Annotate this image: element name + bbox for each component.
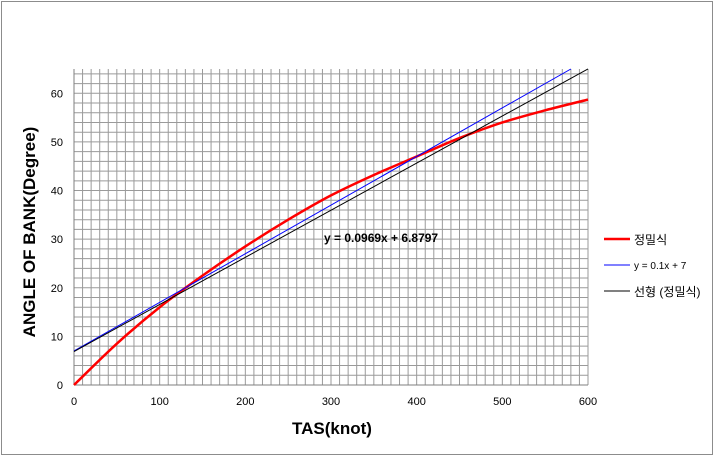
y-tick-label: 30 [51,234,63,246]
x-tick-label: 600 [579,396,597,408]
x-axis-title: TAS(knot) [292,419,372,438]
legend-label-precise: 정밀식 [634,233,667,247]
annotation-equation: y = 0.0969x + 6.8797 [324,231,438,245]
x-tick-label: 300 [322,396,340,408]
y-tick-label: 40 [51,186,63,198]
x-tick-label: 500 [493,396,511,408]
legend: 정밀식 y = 0.1x + 7 선형 (정밀식) [604,233,701,299]
tick-labels: 0 100 200 300 400 500 600 0 10 20 30 40 50 60 [51,88,597,408]
y-tick-label: 20 [51,283,63,295]
series-lines [73,68,589,386]
legend-label-trendline: 선형 (정밀식) [634,285,701,299]
y-tick-label: 60 [51,88,63,100]
legend-label-reference: y = 0.1x + 7 [634,261,687,272]
y-tick-label: 50 [51,137,63,149]
chart-svg: 0 100 200 300 400 500 600 0 10 20 30 40 50 60 y = 0.0… [20,68,701,438]
y-tick-label: 0 [57,380,63,392]
x-tick-label: 200 [236,396,254,408]
grid-lines [73,69,589,386]
series-line-precise [73,98,589,386]
series-line-trendline [73,68,589,352]
x-tick-label: 100 [150,396,168,408]
x-tick-label: 0 [71,396,77,408]
series-line-reference [73,68,572,352]
y-axis-title: ANGLE OF BANK(Degree) [20,127,39,338]
chart-frame: 0 100 200 300 400 500 600 0 10 20 30 40 50 60 y = 0.0… [1,1,713,455]
y-tick-label: 10 [51,331,63,343]
x-tick-label: 400 [407,396,425,408]
